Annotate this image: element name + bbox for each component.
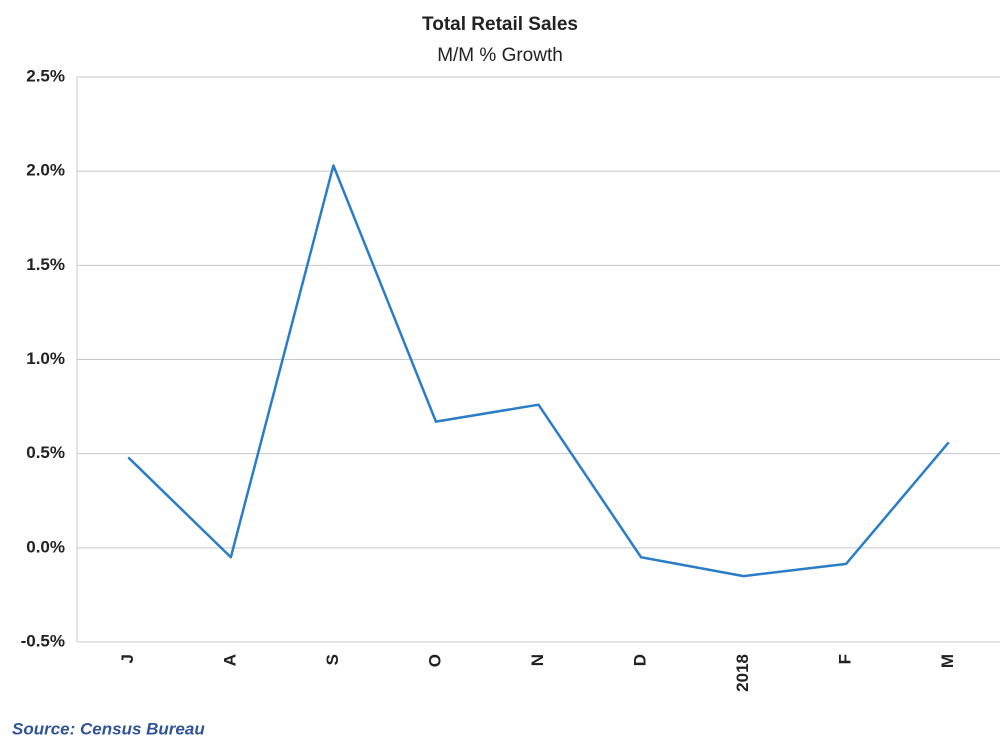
y-tick-label: 2.0% [26, 161, 65, 180]
x-tick-label: O [425, 654, 444, 667]
series-line [127, 164, 950, 578]
y-tick-label: 0.0% [26, 537, 65, 556]
y-tick-label: 2.5% [26, 66, 65, 85]
y-tick-label: -0.5% [21, 631, 65, 650]
y-tick-label: 1.5% [26, 255, 65, 274]
chart-title: Total Retail Sales [422, 14, 578, 35]
x-tick-label: F [836, 654, 855, 664]
x-tick-label: 2018 [733, 654, 752, 692]
x-tick-label: J [118, 654, 137, 663]
x-tick-label: M [938, 654, 957, 668]
y-tick-label: 0.5% [26, 443, 65, 462]
chart-subtitle: M/M % Growth [437, 45, 563, 66]
y-tick-label: 1.0% [26, 349, 65, 368]
source-note: Source: Census Bureau [12, 719, 205, 738]
x-tick-label: S [323, 654, 342, 665]
x-tick-label: N [528, 654, 547, 666]
x-tick-label: A [220, 654, 239, 666]
x-tick-label: D [631, 654, 650, 666]
